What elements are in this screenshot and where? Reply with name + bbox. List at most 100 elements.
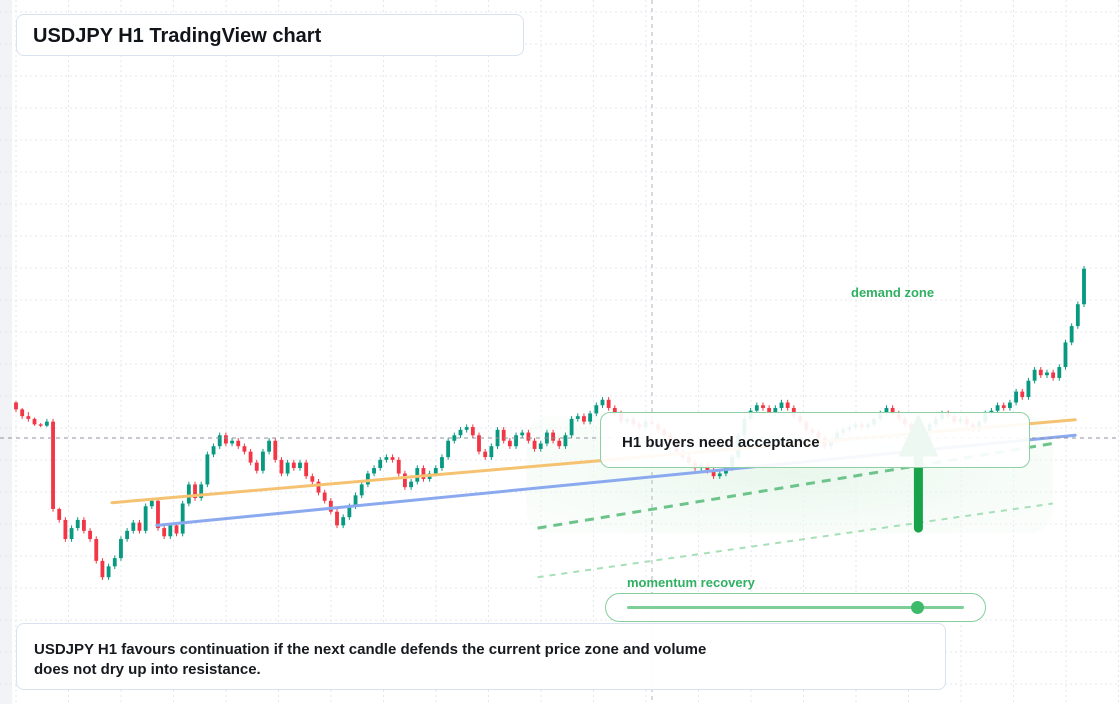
candle (88, 528, 92, 542)
candle-body (51, 421, 55, 509)
chart-title-panel: USDJPY H1 TradingView chart (16, 14, 524, 56)
candle (298, 459, 302, 471)
candle-body (304, 462, 309, 477)
candle (588, 410, 593, 425)
candle (20, 407, 25, 419)
candle-body (254, 462, 259, 471)
candle-body (594, 405, 599, 414)
candle (112, 555, 117, 570)
candle (69, 525, 74, 542)
candle-body (890, 407, 895, 414)
candle (44, 418, 49, 428)
candle (1038, 367, 1043, 378)
candle-body (477, 435, 481, 452)
candle-body (1008, 402, 1012, 408)
candle (137, 519, 142, 534)
candle (205, 451, 210, 488)
candle (446, 438, 451, 460)
momentum-track (627, 606, 964, 609)
candle (458, 427, 463, 439)
candle-body (193, 484, 197, 499)
candle-body (322, 492, 327, 501)
momentum-slider[interactable] (605, 593, 986, 622)
candle-body (119, 539, 123, 559)
candle-body (205, 454, 210, 485)
candle (600, 397, 605, 408)
candle (328, 498, 333, 515)
candle-body (248, 451, 253, 463)
demand-zone-label: demand zone (851, 285, 935, 300)
candle (477, 432, 481, 455)
candle-body (1063, 342, 1068, 368)
candle (119, 536, 123, 561)
candle (359, 481, 364, 499)
candle-body (137, 522, 142, 531)
candle (440, 454, 444, 471)
candle-body (230, 440, 234, 444)
candle (761, 402, 765, 411)
candle (94, 536, 99, 564)
candle-body (242, 446, 247, 452)
candle (273, 438, 278, 463)
candle (507, 438, 512, 449)
candle (575, 413, 580, 422)
candle (1008, 399, 1012, 411)
candle-body (279, 459, 284, 474)
candle-body (156, 500, 160, 529)
candle-body (575, 416, 580, 419)
candle (1063, 339, 1068, 370)
candle-body (705, 465, 710, 471)
candle (538, 440, 543, 452)
chart-title: USDJPY H1 TradingView chart (33, 25, 322, 47)
momentum-handle[interactable] (910, 601, 924, 614)
candle (403, 470, 407, 490)
candle-body (1051, 372, 1056, 378)
candle (464, 424, 469, 433)
candle-body (14, 402, 18, 410)
candle (551, 429, 556, 444)
candle-body (211, 446, 216, 455)
candle-body (267, 440, 272, 452)
momentum-label: momentum recovery (627, 575, 755, 590)
candle (1026, 377, 1031, 400)
candle (1001, 402, 1006, 411)
candle-body (162, 528, 167, 537)
candle-body (38, 424, 43, 426)
candle (162, 525, 167, 540)
candle (606, 397, 611, 411)
candle-body (26, 416, 31, 419)
candle-body (433, 468, 438, 474)
candle-body (88, 530, 92, 540)
candle (267, 438, 272, 455)
candle (211, 443, 216, 458)
candle-body (785, 402, 790, 408)
candle-body (520, 432, 525, 436)
candle (1057, 364, 1062, 381)
candle (754, 402, 759, 414)
candle-body (551, 432, 556, 441)
candle (520, 429, 525, 439)
candle (452, 432, 457, 444)
candle-body (396, 459, 401, 474)
candle (285, 459, 290, 477)
candle (106, 563, 111, 580)
candle (1020, 388, 1025, 400)
candle-body (273, 440, 278, 460)
candle (563, 432, 568, 449)
candle (279, 457, 284, 477)
candle-body (489, 446, 494, 458)
candle (217, 432, 222, 449)
candle (717, 470, 722, 479)
candle (1051, 369, 1056, 381)
candle-body (94, 539, 99, 561)
candle-body (223, 435, 228, 444)
candle (421, 465, 426, 482)
candle (26, 412, 31, 422)
analysis-note: USDJPY H1 favours continuation if the ne… (34, 641, 707, 678)
candle (51, 418, 55, 512)
candle-body (1045, 372, 1049, 376)
candle-body (285, 462, 290, 474)
candle-body (378, 459, 383, 469)
